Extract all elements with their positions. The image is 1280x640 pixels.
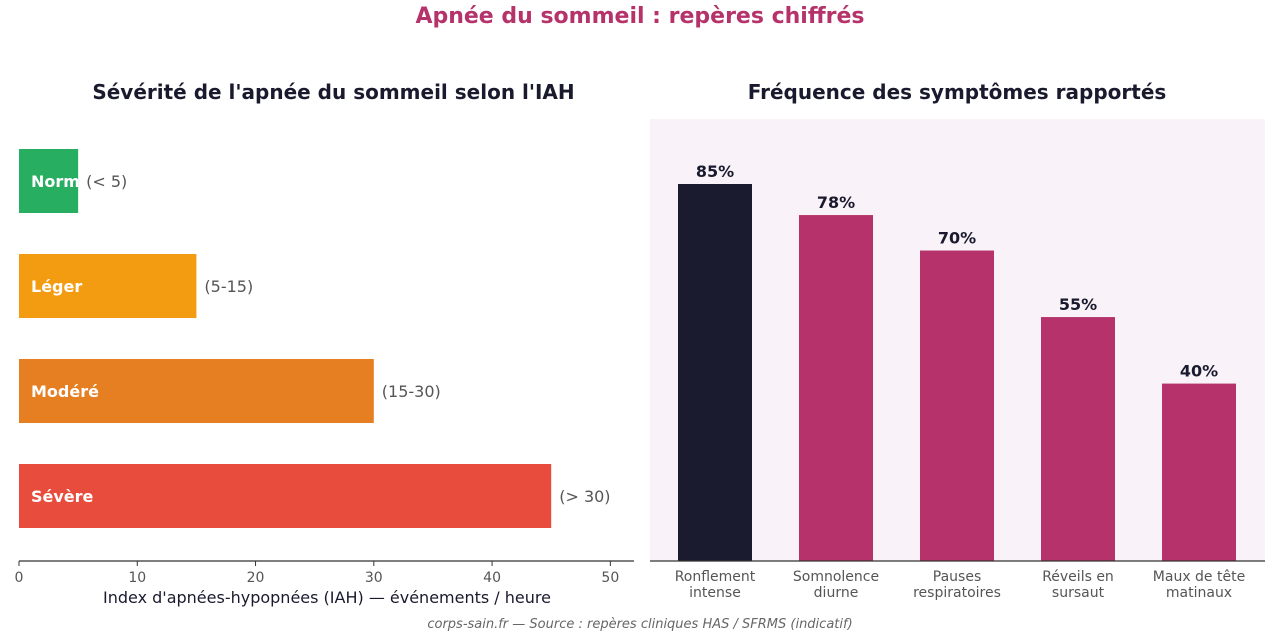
- left-x-tick-label: 50: [601, 570, 619, 586]
- symptom-category-2-1: respiratoires: [913, 585, 1001, 601]
- symptom-category-0-1: intense: [689, 585, 741, 601]
- symptom-bar-1: [799, 215, 873, 561]
- symptom-value-1: 78%: [817, 193, 855, 212]
- symptom-category-0-0: Ronflement: [675, 569, 756, 585]
- severity-label-3: Sévère: [31, 487, 94, 506]
- left-x-tick-label: 40: [483, 570, 501, 586]
- right-chart-title: Fréquence des symptômes rapportés: [748, 80, 1167, 104]
- severity-label-2: Modéré: [31, 382, 99, 401]
- severity-range-2: (15-30): [382, 382, 441, 401]
- severity-label-0: Normal: [31, 172, 96, 191]
- symptom-value-2: 70%: [938, 229, 976, 248]
- left-x-tick-label: 0: [15, 570, 24, 586]
- left-x-tick-label: 10: [128, 570, 146, 586]
- severity-bar-3: [19, 464, 552, 528]
- severity-bar-1: [19, 254, 197, 318]
- symptom-category-4-1: matinaux: [1166, 585, 1232, 601]
- severity-range-0: (< 5): [86, 172, 127, 191]
- figure-title: Apnée du sommeil : repères chiffrés: [415, 4, 865, 29]
- left-x-tick-label: 30: [365, 570, 383, 586]
- symptom-bar-2: [920, 250, 994, 561]
- symptom-category-1-1: diurne: [814, 585, 859, 601]
- symptom-category-3-1: sursaut: [1052, 585, 1105, 601]
- symptom-category-2-0: Pauses: [933, 569, 981, 585]
- symptom-bar-0: [678, 184, 752, 561]
- symptom-value-3: 55%: [1059, 295, 1097, 314]
- left-x-tick-label: 20: [247, 570, 265, 586]
- symptom-value-0: 85%: [696, 162, 734, 181]
- symptom-value-4: 40%: [1180, 362, 1218, 381]
- symptom-bar-3: [1041, 317, 1115, 561]
- severity-range-3: (> 30): [559, 487, 610, 506]
- severity-range-1: (5-15): [204, 277, 253, 296]
- symptom-category-3-0: Réveils en: [1042, 569, 1114, 585]
- symptom-category-4-0: Maux de tête: [1153, 569, 1245, 585]
- severity-label-1: Léger: [31, 277, 82, 296]
- source-footer: corps-sain.fr — Source : repères cliniqu…: [427, 617, 853, 632]
- left-x-axis-label: Index d'apnées-hypopnées (IAH) — événeme…: [103, 588, 551, 607]
- symptom-category-1-0: Somnolence: [793, 569, 879, 585]
- severity-bar-0: [19, 149, 79, 213]
- severity-bar-2: [19, 359, 374, 423]
- symptom-bar-4: [1162, 383, 1236, 561]
- left-chart-title: Sévérité de l'apnée du sommeil selon l'I…: [92, 80, 574, 104]
